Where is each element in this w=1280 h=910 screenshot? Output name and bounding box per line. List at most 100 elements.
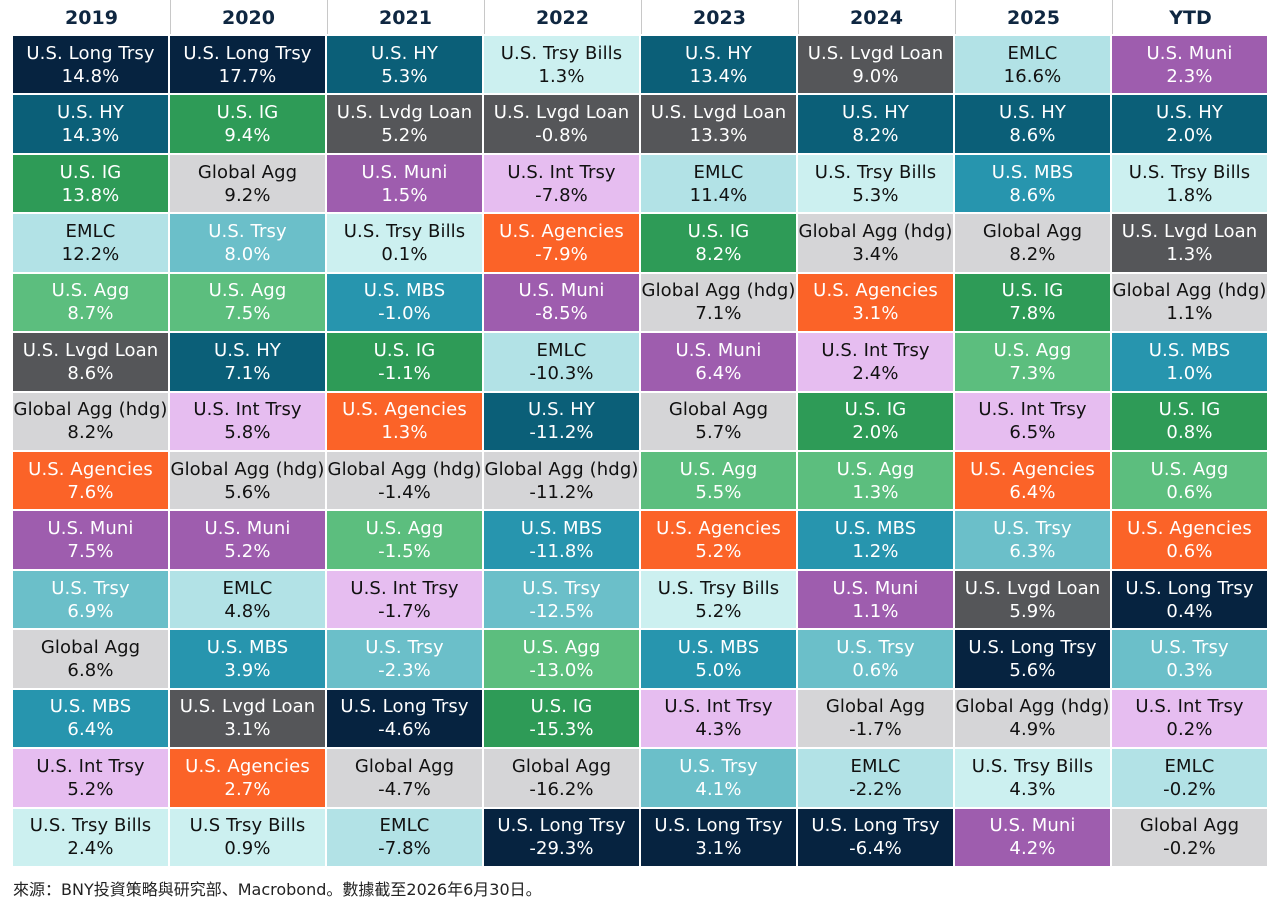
asset-class-label: U.S. HY [999, 102, 1066, 124]
asset-class-label: Global Agg [825, 696, 926, 718]
return-value: 0.2% [1166, 719, 1213, 741]
return-tile: Global Agg (hdg) 5.6% [170, 452, 325, 510]
year-header: 2023 [693, 7, 746, 29]
return-value: -11.8% [529, 541, 594, 563]
return-tile: U.S. MBS 1.2% [798, 511, 953, 569]
asset-class-label: U.S. Agencies [499, 220, 624, 242]
asset-class-label: U.S. Long Trsy [1125, 577, 1254, 599]
asset-class-label: U.S. Agg [522, 636, 601, 658]
return-tile: U.S. Long Trsy 5.6% [955, 630, 1110, 688]
return-value: 7.1% [695, 303, 742, 325]
return-tile: U.S. HY -11.2% [484, 392, 639, 450]
return-tile: U.S. MBS -1.0% [327, 273, 482, 332]
asset-class-label: U.S. Agencies [342, 399, 467, 421]
header-divider [1112, 0, 1113, 34]
return-tile: U.S. Long Trsy -29.3% [484, 808, 639, 866]
asset-class-label: EMLC [850, 755, 901, 777]
asset-class-label: EMLC [693, 161, 744, 183]
return-value: -1.4% [378, 481, 431, 503]
asset-class-label: Global Agg [982, 220, 1083, 242]
return-value: 2.3% [1166, 65, 1213, 87]
return-tile: U.S. Muni -8.5% [484, 273, 639, 332]
asset-class-label: U.S. Trsy Bills [657, 577, 780, 599]
return-tile: EMLC 12.2% [13, 214, 168, 272]
return-tile: U.S. Int Trsy 0.2% [1112, 689, 1267, 748]
return-tile: U.S. Long Trsy 17.7% [170, 36, 325, 94]
asset-class-label: U.S. Agencies [656, 518, 781, 540]
asset-class-label: U.S. Trsy [208, 220, 287, 242]
asset-class-label: U.S. Long Trsy [26, 42, 155, 64]
return-value: 5.2% [695, 541, 742, 563]
return-value: 11.4% [689, 184, 748, 206]
return-value: 8.6% [1009, 184, 1056, 206]
asset-class-label: U.S. MBS [834, 518, 917, 540]
return-tile: Global Agg (hdg) -1.4% [327, 452, 482, 510]
return-value: 8.2% [1009, 243, 1056, 265]
return-value: 7.6% [67, 481, 114, 503]
asset-class-label: U.S. Trsy Bills [971, 755, 1094, 777]
asset-class-label: Global Agg (hdg) [641, 280, 796, 302]
return-tile: U.S. Lvgd Loan 3.1% [170, 689, 325, 748]
return-value: 12.2% [61, 243, 120, 265]
asset-class-label: U.S. Agencies [28, 458, 153, 480]
asset-class-label: U.S. Muni [204, 518, 291, 540]
return-value: -0.2% [1163, 838, 1216, 860]
return-tile: Global Agg -1.7% [798, 689, 953, 748]
return-tile: U.S. Int Trsy 2.4% [798, 333, 953, 391]
return-tile: Global Agg (hdg) 8.2% [13, 392, 168, 450]
header-divider [484, 0, 485, 34]
return-value: 5.3% [381, 65, 428, 87]
return-tile: U.S. Int Trsy -1.7% [327, 570, 482, 629]
return-tile: U.S. Trsy Bills 5.3% [798, 154, 953, 213]
return-tile: Global Agg -0.2% [1112, 808, 1267, 866]
return-value: 4.1% [695, 778, 742, 800]
asset-class-label: U.S. IG [844, 399, 907, 421]
return-tile: EMLC -10.3% [484, 333, 639, 391]
return-value: 1.3% [1166, 243, 1213, 265]
return-value: 3.9% [224, 659, 271, 681]
return-tile: U.S. Trsy 6.9% [13, 570, 168, 629]
asset-class-label: U.S. IG [59, 161, 122, 183]
asset-class-label: EMLC [222, 577, 273, 599]
return-value: 6.4% [67, 719, 114, 741]
return-value: 1.5% [381, 184, 428, 206]
header-divider [798, 0, 799, 34]
return-tile: U.S. Muni 2.3% [1112, 36, 1267, 94]
year-header: YTD [1169, 7, 1212, 29]
return-value: -1.7% [849, 719, 902, 741]
return-value: 5.2% [67, 778, 114, 800]
asset-class-label: U.S. Int Trsy [193, 399, 302, 421]
asset-class-label: U.S. HY [371, 42, 438, 64]
return-value: 0.1% [381, 243, 428, 265]
return-value: 5.8% [224, 422, 271, 444]
asset-class-label: Global Agg [197, 161, 298, 183]
asset-class-label: U.S. Agg [208, 280, 287, 302]
return-tile: U.S. Agencies 2.7% [170, 749, 325, 807]
return-tile: U.S. Long Trsy 3.1% [641, 808, 796, 866]
return-value: 3.1% [695, 838, 742, 860]
return-value: 0.3% [1166, 659, 1213, 681]
return-tile: U.S. HY 7.1% [170, 333, 325, 391]
asset-class-label: U.S. Agg [51, 280, 130, 302]
source-note: 來源：BNY投資策略與研究部、Macrobond。數據截至2026年6月30日。 [13, 880, 542, 899]
return-value: 6.4% [1009, 481, 1056, 503]
asset-class-label: U.S. Int Trsy [507, 161, 616, 183]
asset-class-label: U.S. Trsy Bills [343, 220, 466, 242]
asset-class-label: U.S. Muni [518, 280, 605, 302]
return-value: 0.6% [1166, 481, 1213, 503]
asset-class-label: U.S. Lvgd Loan [179, 696, 316, 718]
asset-class-label: U.S. Trsy [836, 636, 915, 658]
return-value: 9.4% [224, 125, 271, 147]
asset-class-label: U.S. Muni [1146, 42, 1233, 64]
return-tile: U.S. MBS -11.8% [484, 511, 639, 569]
return-value: 9.2% [224, 184, 271, 206]
return-tile: U.S. Lvgd Loan 8.6% [13, 333, 168, 391]
return-tile: EMLC 16.6% [955, 36, 1110, 94]
return-tile: U.S. Int Trsy 4.3% [641, 689, 796, 748]
asset-class-label: U.S. Int Trsy [350, 577, 459, 599]
return-value: 1.2% [852, 541, 899, 563]
return-tile: U.S. Agg -13.0% [484, 630, 639, 688]
asset-class-label: U.S. Agencies [185, 755, 310, 777]
return-value: 1.3% [381, 422, 428, 444]
return-tile: U.S. Agg 1.3% [798, 452, 953, 510]
